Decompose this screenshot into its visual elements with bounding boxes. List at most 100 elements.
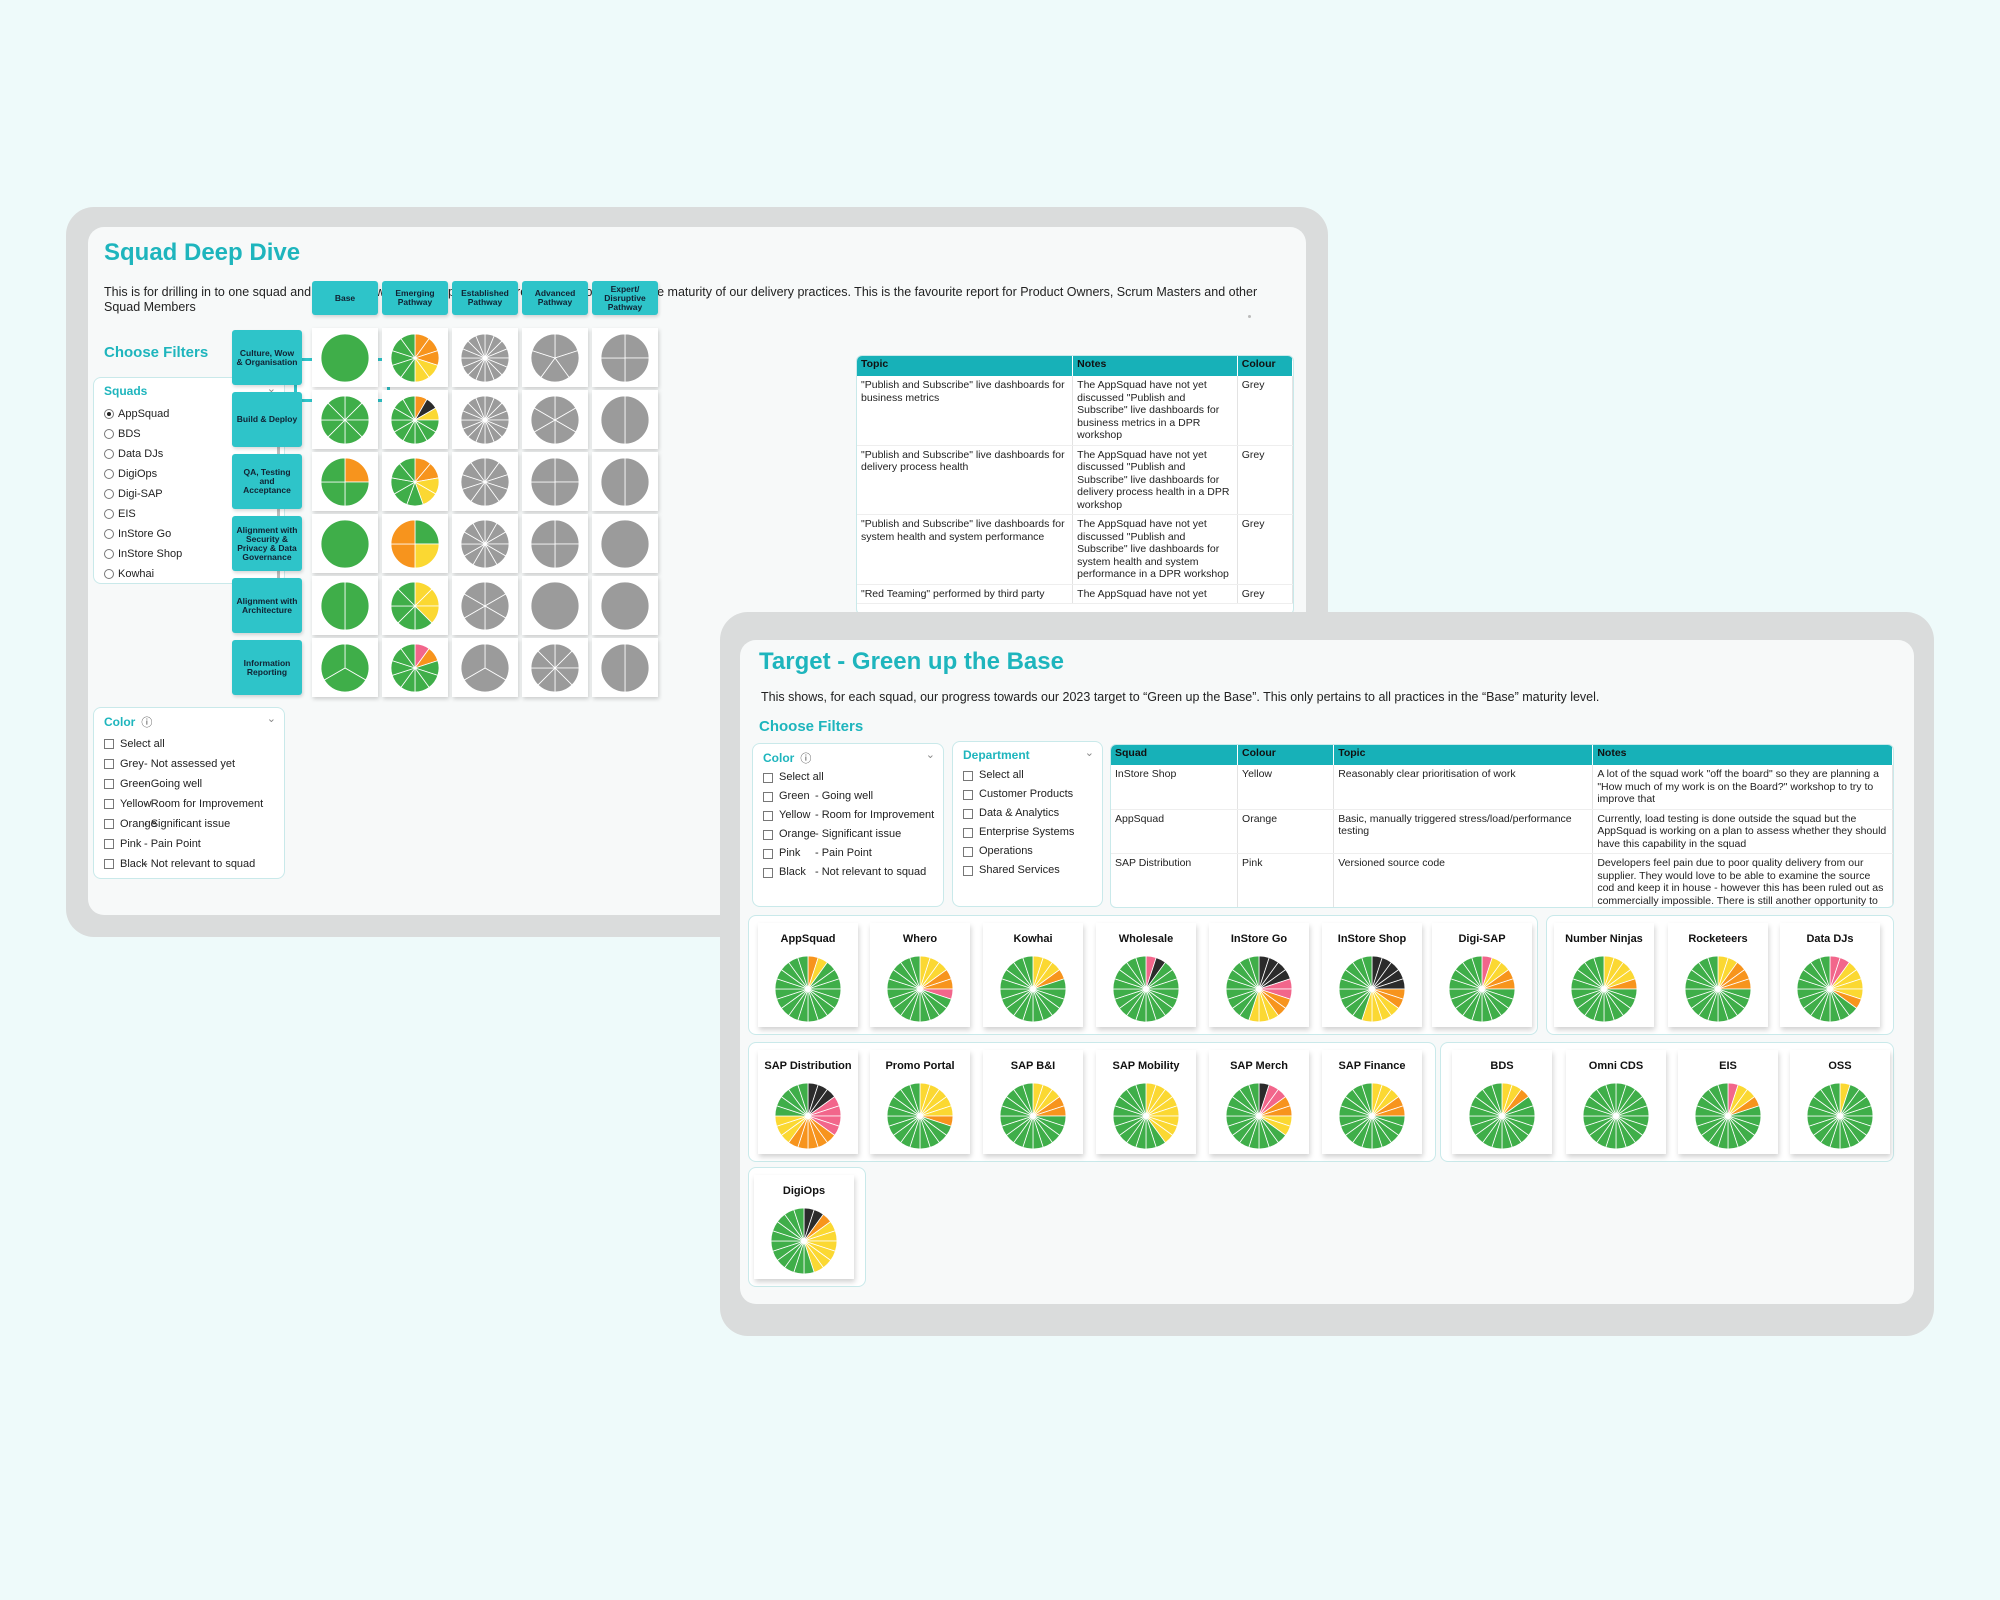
checkbox-item[interactable]: Enterprise Systems xyxy=(963,823,1074,842)
checkbox[interactable] xyxy=(763,810,773,821)
checkbox[interactable] xyxy=(104,759,114,769)
matrix-cell[interactable] xyxy=(522,328,588,387)
squad-pie-card[interactable]: SAP Merch xyxy=(1209,1050,1309,1154)
matrix-cell[interactable] xyxy=(312,452,378,511)
matrix-cell[interactable] xyxy=(522,638,588,697)
chevron-down-icon[interactable]: ⌄ xyxy=(925,749,935,761)
radio-button[interactable] xyxy=(104,489,114,499)
squad-pie-card[interactable]: DigiOps xyxy=(754,1175,854,1279)
matrix-cell[interactable] xyxy=(312,514,378,573)
table-row[interactable]: "Publish and Subscribe" live dashboards … xyxy=(857,514,1293,585)
matrix-cell[interactable] xyxy=(592,390,658,449)
checkbox[interactable] xyxy=(763,867,773,878)
squad-option[interactable]: EIS xyxy=(104,504,191,524)
table-row[interactable]: InStore Shop Yellow Reasonably clear prior… xyxy=(1111,765,1893,810)
squad-pie-card[interactable]: Promo Portal xyxy=(870,1050,970,1154)
squad-pie-card[interactable]: EIS xyxy=(1678,1050,1778,1154)
table-row[interactable]: "Publish and Subscribe" live dashboards … xyxy=(857,445,1293,515)
squad-option[interactable]: DigiOps xyxy=(104,464,191,484)
squad-pie-card[interactable]: SAP B&I xyxy=(983,1050,1083,1154)
checkbox[interactable] xyxy=(104,839,114,849)
radio-button[interactable] xyxy=(104,529,114,539)
checkbox-item[interactable]: Grey - Not assessed yet xyxy=(104,754,235,774)
checkbox[interactable] xyxy=(104,859,114,869)
squad-pie-card[interactable]: Whero xyxy=(870,923,970,1027)
checkbox[interactable] xyxy=(104,819,114,829)
info-icon[interactable]: ⓘ xyxy=(800,753,812,765)
squad-option[interactable]: AppSquad xyxy=(104,404,191,424)
squad-pie-card[interactable]: SAP Mobility xyxy=(1096,1050,1196,1154)
matrix-cell[interactable] xyxy=(382,638,448,697)
checkbox-item[interactable]: Customer Products xyxy=(963,785,1074,804)
checkbox[interactable] xyxy=(104,799,114,809)
radio-button[interactable] xyxy=(104,469,114,479)
squad-pie-card[interactable]: Digi-SAP xyxy=(1432,923,1532,1027)
checkbox-item[interactable]: Orange - Significant issue xyxy=(763,825,901,844)
squad-option[interactable]: Digi-SAP xyxy=(104,484,191,504)
matrix-cell[interactable] xyxy=(312,328,378,387)
checkbox[interactable] xyxy=(963,770,973,781)
matrix-cell[interactable] xyxy=(522,576,588,635)
squad-pie-card[interactable]: SAP Finance xyxy=(1322,1050,1422,1154)
checkbox-item[interactable]: Data & Analytics xyxy=(963,804,1074,823)
department-slicer[interactable]: Department ⌄ Select all Customer Products… xyxy=(952,741,1103,907)
checkbox[interactable] xyxy=(104,739,114,749)
checkbox[interactable] xyxy=(963,846,973,857)
column-header[interactable]: Colour xyxy=(1237,745,1335,765)
matrix-cell[interactable] xyxy=(592,638,658,697)
matrix-cell[interactable] xyxy=(452,390,518,449)
chevron-down-icon[interactable]: ⌄ xyxy=(1084,747,1094,759)
checkbox[interactable] xyxy=(763,848,773,859)
checkbox-item[interactable]: Yellow - Room for Improvement xyxy=(763,806,934,825)
checkbox-item[interactable]: Black - Not relevant to squad xyxy=(763,863,926,882)
squad-pie-card[interactable]: Rocketeers xyxy=(1668,923,1768,1027)
squad-option[interactable]: BDS xyxy=(104,424,191,444)
squad-pie-card[interactable]: Wholesale xyxy=(1096,923,1196,1027)
checkbox[interactable] xyxy=(963,808,973,819)
matrix-cell[interactable] xyxy=(592,514,658,573)
matrix-cell[interactable] xyxy=(382,514,448,573)
table-row[interactable]: SAP Distribution Pink Versioned source cod… xyxy=(1111,853,1893,907)
info-icon[interactable]: ⓘ xyxy=(141,717,153,729)
squad-pie-card[interactable]: BDS xyxy=(1452,1050,1552,1154)
matrix-cell[interactable] xyxy=(312,576,378,635)
matrix-cell[interactable] xyxy=(382,452,448,511)
column-header[interactable]: Squad xyxy=(1111,745,1239,765)
checkbox[interactable] xyxy=(963,865,973,876)
chevron-down-icon[interactable]: ⌄ xyxy=(266,713,276,725)
checkbox[interactable] xyxy=(763,829,773,840)
checkbox-item[interactable]: Green - Going well xyxy=(763,787,873,806)
checkbox[interactable] xyxy=(963,827,973,838)
checkbox-item[interactable]: Black - Not relevant to squad xyxy=(104,854,255,874)
matrix-cell[interactable] xyxy=(452,452,518,511)
squad-pie-card[interactable]: Kowhai xyxy=(983,923,1083,1027)
column-header[interactable]: Notes xyxy=(1072,356,1238,376)
squad-pie-card[interactable]: OSS xyxy=(1790,1050,1890,1154)
squad-pie-card[interactable]: SAP Distribution xyxy=(758,1050,858,1154)
checkbox-item[interactable]: Operations xyxy=(963,842,1074,861)
checkbox-item[interactable]: Select all xyxy=(763,768,824,787)
checkbox[interactable] xyxy=(763,791,773,802)
squad-pie-card[interactable]: AppSquad xyxy=(758,923,858,1027)
column-header[interactable]: Topic xyxy=(857,356,1074,376)
radio-button[interactable] xyxy=(104,549,114,559)
squad-pie-card[interactable]: Omni CDS xyxy=(1566,1050,1666,1154)
table-row[interactable]: "Red Teaming" performed by third party Th… xyxy=(857,584,1293,604)
radio-button[interactable] xyxy=(104,569,114,579)
matrix-cell[interactable] xyxy=(522,390,588,449)
radio-button[interactable] xyxy=(104,409,114,419)
squad-option[interactable]: InStore Go xyxy=(104,524,191,544)
squad-pie-card[interactable]: Data DJs xyxy=(1780,923,1880,1027)
column-header[interactable]: Notes xyxy=(1592,745,1893,765)
checkbox-item[interactable]: Pink - Pain Point xyxy=(104,834,201,854)
table-row[interactable]: AppSquad Orange Basic, manually triggered … xyxy=(1111,809,1893,854)
table-row[interactable]: "Publish and Subscribe" live dashboards … xyxy=(857,376,1293,446)
color-slicer[interactable]: Color ⓘ ⌄ Select all Green - Going well Yell… xyxy=(752,743,944,907)
matrix-cell[interactable] xyxy=(312,390,378,449)
matrix-cell[interactable] xyxy=(382,390,448,449)
radio-button[interactable] xyxy=(104,429,114,439)
checkbox-item[interactable]: Orange - Significant issue xyxy=(104,814,230,834)
squad-notes-table[interactable]: Squad Colour Topic Notes InStore Shop Yellow… xyxy=(1110,744,1894,908)
color-slicer[interactable]: Color ⓘ ⌄ Select all Grey - Not assessed ye… xyxy=(93,707,285,879)
checkbox-item[interactable]: Select all xyxy=(963,766,1074,785)
